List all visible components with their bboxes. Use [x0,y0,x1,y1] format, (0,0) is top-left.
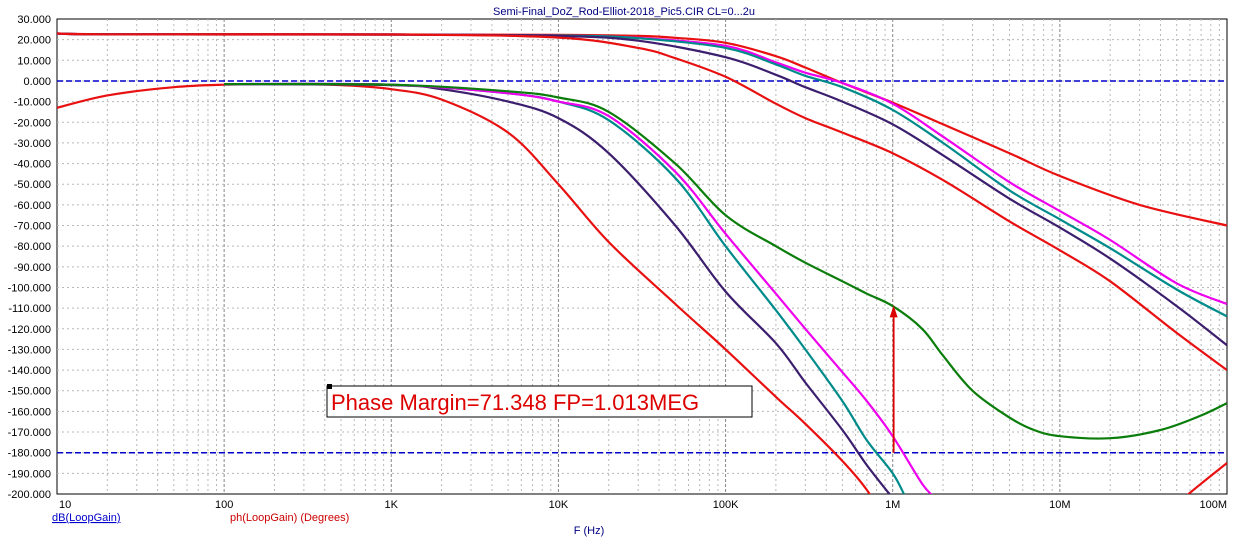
plot-frame [56,18,1228,495]
y-tick-label: -80.000 [14,241,51,253]
x-tick-label: 1K [385,499,399,511]
y-tick-label: 30.000 [17,14,51,26]
x-tick-label: 10 [59,499,71,511]
y-tick-label: -190.000 [8,468,51,480]
y-tick-label: -110.000 [8,303,51,315]
x-tick-labels: 10 100 1K 10K 100K 1M 10M 100M [59,499,1227,511]
secondary-y-label: ph(LoopGain) (Degrees) [230,512,349,524]
y-tick-label: -40.000 [14,159,51,171]
phase-margin-arrow-head [889,305,898,318]
y-tick-label: -200.000 [8,489,51,501]
y-tick-label: -130.000 [8,344,51,356]
y-tick-label: -20.000 [14,117,51,129]
phase-series-line [224,82,1227,440]
annotation-handle [327,384,332,389]
y-tick-label: -90.000 [14,262,51,274]
y-tick-label: -140.000 [8,365,51,377]
y-tick-label: -50.000 [14,179,51,191]
y-tick-label: -100.000 [8,282,51,294]
y-tick-labels: 30.000 20.000 10.000 0.000 -10.000 -20.000 -30… [8,14,51,501]
x-tick-label: 10K [549,499,569,511]
y-tick-label: -120.000 [8,324,51,336]
chart-title: Semi-Final_DoZ_Rod-Elliot-2018_Pic5.CIR … [493,6,755,18]
x-tick-label: 100K [713,499,739,511]
phase-series-line [57,82,871,494]
y-tick-label: -180.000 [8,448,51,460]
y-tick-label: -170.000 [8,427,51,439]
primary-y-label: dB(LoopGain) [52,512,121,524]
phase-margin-annotation: Phase Margin=71.348 FP=1.013MEG [326,384,753,418]
y-tick-label: -30.000 [14,138,51,150]
y-tick-label: 20.000 [17,35,51,47]
y-tick-label: 10.000 [17,55,51,67]
x-tick-label: 10M [1049,499,1070,511]
x-tick-label: 100M [1199,499,1227,511]
y-tick-label: -160.000 [8,406,51,418]
y-tick-label: -10.000 [14,97,51,109]
x-tick-label: 1M [885,499,900,511]
markers [889,305,898,453]
gain-series-line [57,32,1227,371]
phase-margin-label: Phase Margin=71.348 FP=1.013MEG [331,390,699,415]
reference-lines [57,80,1227,454]
phase-series-line [224,82,933,494]
x-axis-label: F (Hz) [574,525,605,537]
y-tick-label: -70.000 [14,221,51,233]
x-tick-label: 100 [215,499,233,511]
y-tick-label: -150.000 [8,386,51,398]
phase-series-line [1186,462,1227,494]
annotation-box [326,385,753,418]
series-lines [57,32,1227,494]
y-tick-label: -60.000 [14,200,51,212]
y-tick-label: 0.000 [23,76,51,88]
